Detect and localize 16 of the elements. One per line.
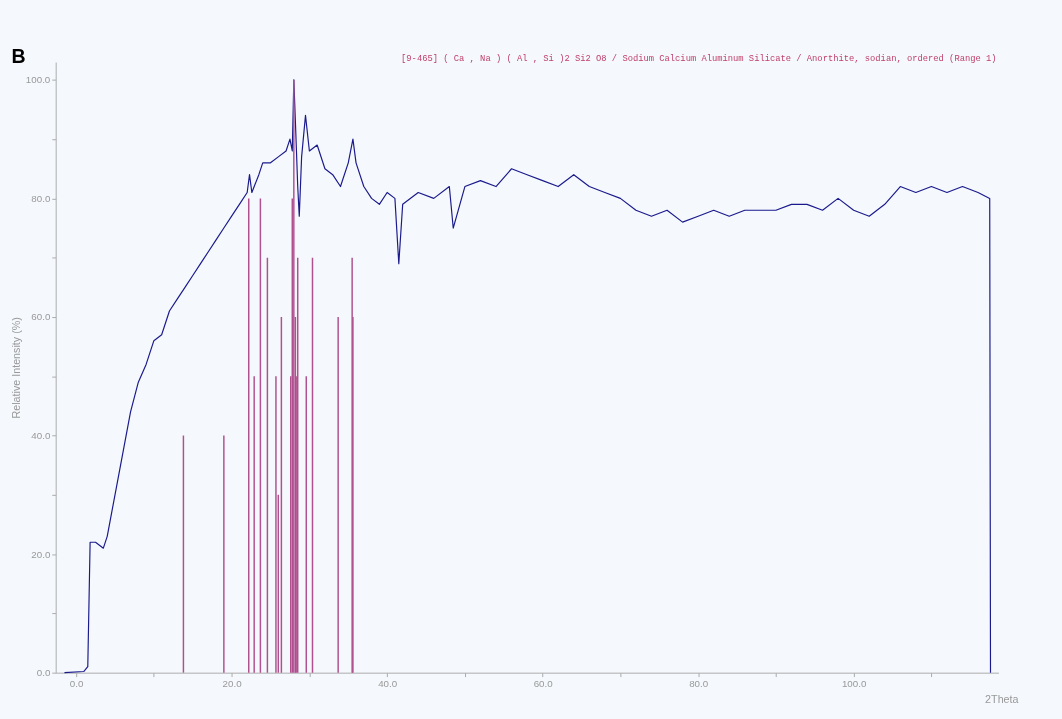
y-tick-label: 40.0: [31, 429, 51, 441]
y-tick-label: 100.0: [25, 74, 51, 86]
x-tick-label: 40.0: [378, 677, 398, 689]
text: B: [11, 45, 26, 68]
y-tick-label: 0.0: [36, 667, 51, 679]
y-tick-label: 20.0: [31, 548, 51, 560]
annotation: [9-465] ( Ca , Na ) ( Al , Si )2 Si2 O8 / Sodium Calcium Aluminum Silicate / Anorthite, sodian, ordered (Range 1): [401, 54, 997, 65]
y-axis-title: Relative Intensity (%): [10, 317, 22, 419]
x-tick-label: 60.0: [533, 677, 554, 689]
x-tick-label: 0.0: [69, 677, 84, 689]
x-tick-label: 80.0: [689, 677, 709, 689]
y-tick-label: 80.0: [31, 192, 51, 204]
x-axis-title: 2Theta: [985, 693, 1019, 706]
x-tick-label: 100.0: [841, 677, 867, 689]
y-tick-label: 60.0: [31, 311, 51, 323]
x-tick-label: 20.0: [222, 677, 243, 689]
